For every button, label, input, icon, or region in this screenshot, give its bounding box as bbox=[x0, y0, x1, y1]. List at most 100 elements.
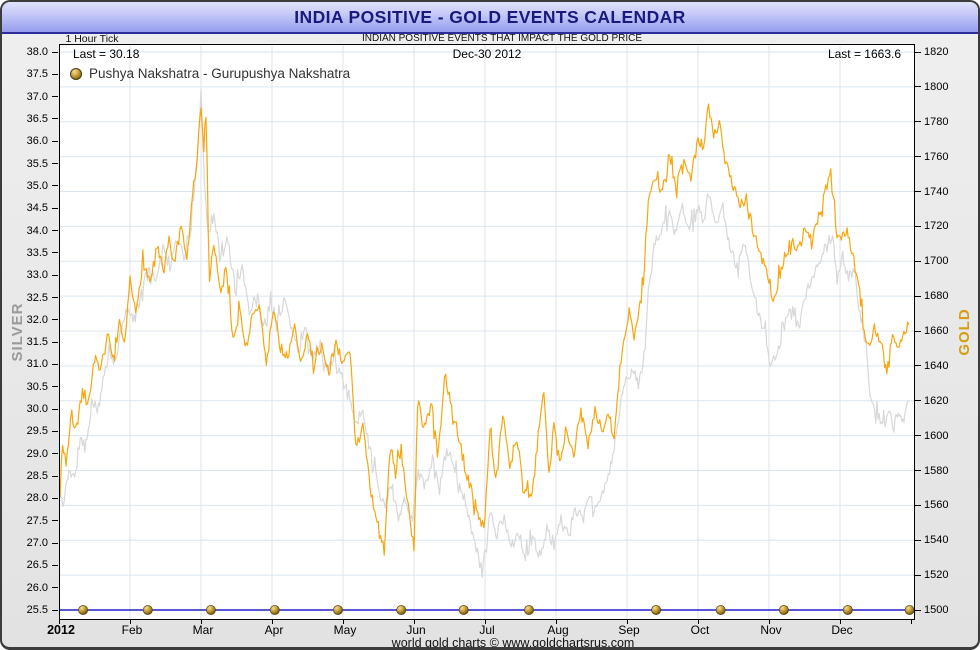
month-tick bbox=[840, 620, 841, 624]
gold-axis-tick bbox=[915, 225, 921, 227]
month-tick bbox=[556, 620, 557, 624]
gold-axis-tick-label: 1680 bbox=[924, 290, 949, 303]
month-label: Nov bbox=[760, 623, 782, 637]
silver-axis-tick-label: 29.0 bbox=[26, 447, 48, 460]
legend: Pushya Nakshatra - Gurupushya Nakshatra bbox=[70, 66, 350, 81]
gold-axis-tick bbox=[915, 400, 921, 402]
silver-axis-tick-label: 36.0 bbox=[26, 135, 48, 148]
silver-axis-tick-label: 27.0 bbox=[26, 537, 48, 550]
silver-axis-tick-label: 31.5 bbox=[26, 336, 48, 349]
legend-gold-sphere-icon bbox=[70, 67, 82, 80]
gold-axis-tick bbox=[915, 435, 921, 437]
silver-axis-tick-label: 37.0 bbox=[26, 90, 48, 103]
gold-axis-tick bbox=[915, 330, 921, 332]
gold-axis-tick-label: 1640 bbox=[924, 359, 949, 372]
silver-axis-tick bbox=[52, 341, 58, 343]
event-dot[interactable] bbox=[779, 605, 789, 615]
gold-axis-tick-label: 1800 bbox=[924, 80, 949, 93]
gold-axis-tick-label: 1580 bbox=[924, 464, 949, 477]
title-bar: INDIA POSITIVE - GOLD EVENTS CALENDAR bbox=[2, 2, 978, 34]
gold-axis-tick-label: 1560 bbox=[924, 499, 949, 512]
month-label: May bbox=[333, 623, 357, 637]
silver-last-value: Last = 30.18 bbox=[73, 47, 140, 61]
event-dot[interactable] bbox=[524, 605, 534, 615]
month-label: Feb bbox=[121, 623, 143, 637]
silver-axis-tick-label: 38.0 bbox=[26, 46, 48, 58]
gold-axis-tick-label: 1540 bbox=[924, 534, 949, 547]
silver-axis-tick bbox=[52, 408, 58, 410]
gold-last-value: Last = 1663.6 bbox=[827, 47, 901, 61]
tick-interval-label: 1 Hour Tick bbox=[65, 33, 119, 45]
silver-axis-tick bbox=[52, 207, 58, 209]
silver-axis-tick-label: 26.0 bbox=[26, 581, 48, 594]
gold-axis-tick bbox=[915, 191, 921, 192]
silver-axis-tick-label: 28.5 bbox=[26, 470, 48, 483]
event-dot[interactable] bbox=[269, 605, 280, 615]
silver-axis-tick-label: 29.5 bbox=[26, 425, 48, 438]
footer-credit: world gold charts © www.goldchartsrus.co… bbox=[391, 636, 635, 650]
event-dot[interactable] bbox=[651, 605, 661, 615]
silver-axis-tick bbox=[52, 96, 58, 98]
gold-axis-tick bbox=[915, 504, 921, 506]
month-label: Sep bbox=[618, 623, 640, 637]
silver-axis-tick bbox=[52, 118, 58, 120]
gold-axis-tick-label: 1620 bbox=[924, 394, 949, 407]
gold-axis-tick bbox=[915, 574, 921, 576]
event-dot[interactable] bbox=[458, 605, 469, 615]
silver-axis-tick bbox=[52, 51, 58, 53]
silver-axis-tick-label: 31.0 bbox=[26, 358, 48, 371]
month-label: 2012 bbox=[47, 623, 75, 637]
month-label: Aug bbox=[547, 623, 569, 637]
silver-axis-tick bbox=[52, 475, 58, 477]
gold-axis-tick-label: 1720 bbox=[924, 220, 949, 233]
month-label: Apr bbox=[264, 623, 284, 637]
silver-axis-tick bbox=[52, 609, 58, 611]
event-dot[interactable] bbox=[396, 605, 407, 615]
silver-axis-title: SILVER bbox=[9, 302, 26, 362]
gold-axis-tick bbox=[915, 156, 921, 158]
event-dot[interactable] bbox=[333, 605, 343, 615]
silver-axis-tick-label: 33.5 bbox=[26, 246, 48, 259]
gold-axis-tick-label: 1660 bbox=[924, 325, 949, 337]
gold-axis-tick bbox=[915, 539, 921, 541]
gold-axis-tick-label: 1500 bbox=[924, 604, 949, 616]
event-dot[interactable] bbox=[78, 605, 88, 615]
event-dot[interactable] bbox=[904, 605, 915, 615]
silver-price-line bbox=[59, 88, 909, 578]
month-tick bbox=[911, 620, 912, 624]
price-chart bbox=[59, 44, 915, 620]
month-tick bbox=[698, 620, 699, 624]
chart-date-label: Dec-30 2012 bbox=[452, 47, 522, 61]
silver-axis-tick bbox=[52, 140, 58, 142]
month-tick bbox=[272, 620, 273, 624]
gold-axis-tick bbox=[915, 295, 921, 297]
month-tick bbox=[627, 620, 628, 624]
event-dot[interactable] bbox=[842, 605, 853, 615]
silver-axis-tick bbox=[52, 587, 58, 589]
month-label: Jun bbox=[406, 623, 426, 637]
month-tick bbox=[414, 620, 415, 624]
silver-axis-tick-label: 25.5 bbox=[26, 604, 48, 616]
month-tick bbox=[130, 620, 131, 624]
month-tick bbox=[485, 620, 486, 624]
event-dot[interactable] bbox=[142, 605, 153, 615]
gold-price-line bbox=[59, 103, 910, 556]
gold-axis-tick-label: 1760 bbox=[924, 150, 949, 163]
silver-axis-tick-label: 30.5 bbox=[26, 380, 48, 393]
event-dot[interactable] bbox=[715, 605, 726, 615]
silver-axis-tick bbox=[52, 319, 58, 321]
gridlines bbox=[60, 45, 914, 619]
event-dots[interactable] bbox=[78, 605, 915, 615]
month-label: Dec bbox=[831, 623, 853, 637]
silver-axis-tick bbox=[52, 542, 58, 544]
silver-axis-tick bbox=[52, 386, 58, 388]
plot-area: Last = 30.18 Dec-30 2012 Last = 1663.6 P… bbox=[59, 44, 915, 620]
event-dot[interactable] bbox=[205, 605, 216, 615]
silver-axis-tick bbox=[52, 230, 58, 232]
month-tick bbox=[201, 620, 202, 624]
silver-axis-tick bbox=[52, 252, 58, 254]
silver-axis-tick bbox=[52, 564, 58, 566]
month-label: Jul bbox=[479, 623, 495, 637]
month-tick bbox=[59, 620, 60, 624]
